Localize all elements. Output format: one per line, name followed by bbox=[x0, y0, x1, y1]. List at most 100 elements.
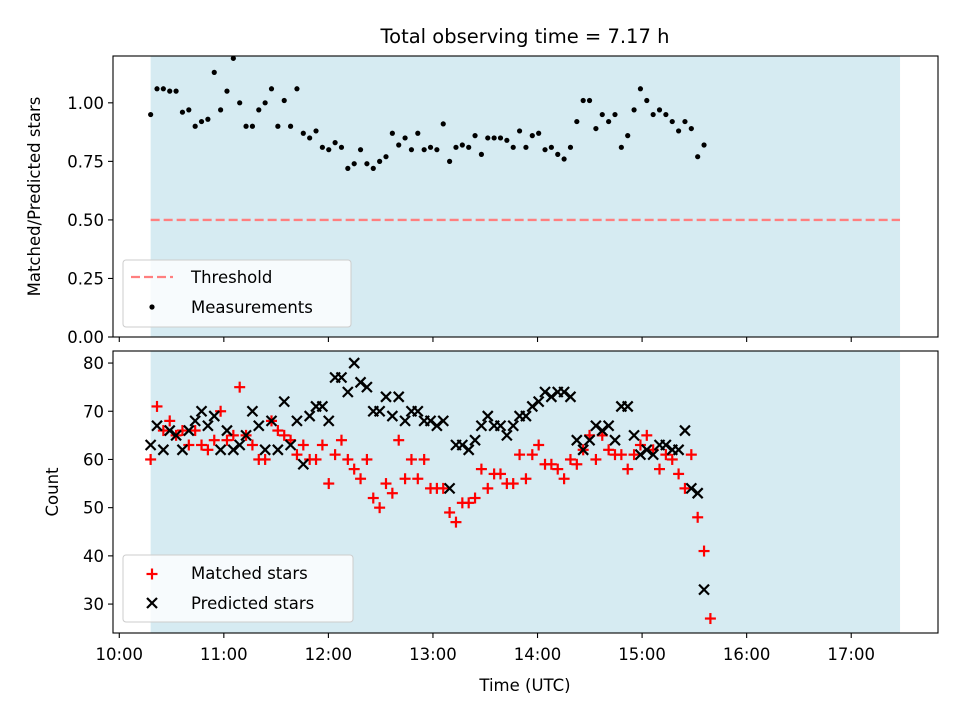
predicted-star-point bbox=[284, 439, 297, 451]
measurement-point bbox=[294, 86, 300, 92]
predicted-star-point bbox=[373, 405, 386, 418]
measurement-point bbox=[669, 118, 675, 125]
matched-star-point bbox=[183, 439, 195, 451]
measurement-point bbox=[567, 144, 574, 150]
predicted-star-point bbox=[507, 419, 519, 432]
matched-star-point bbox=[698, 545, 710, 557]
matched-star-point bbox=[660, 449, 672, 461]
predicted-star-point bbox=[322, 415, 335, 427]
matched-star-point bbox=[679, 482, 691, 494]
matched-star-point bbox=[272, 425, 284, 437]
predicted-star-point bbox=[520, 410, 532, 422]
measurement-point bbox=[434, 147, 440, 153]
measurement-point bbox=[338, 144, 345, 150]
legend-matched-swatch bbox=[146, 568, 158, 580]
predicted-star-point bbox=[303, 410, 316, 422]
measurement-point bbox=[618, 144, 624, 150]
measurement-point bbox=[478, 151, 485, 157]
measurement-point bbox=[656, 107, 663, 113]
predicted-star-point bbox=[342, 386, 354, 398]
ratio-legend: Threshold Measurements bbox=[122, 259, 352, 328]
predicted-star-point bbox=[691, 487, 704, 499]
predicted-star-point bbox=[412, 405, 424, 418]
measurement-point bbox=[287, 123, 294, 129]
predicted-star-point bbox=[335, 371, 348, 384]
measurement-point bbox=[408, 147, 415, 153]
matched-star-point bbox=[145, 453, 157, 465]
predicted-star-point bbox=[501, 429, 513, 442]
measurement-point bbox=[364, 161, 370, 167]
matched-star-point bbox=[405, 453, 417, 465]
measurement-point bbox=[650, 111, 656, 118]
predicted-star-point bbox=[361, 381, 373, 393]
measurement-point bbox=[160, 86, 166, 92]
matched-star-point bbox=[641, 429, 653, 441]
ratio-panel-frame bbox=[112, 55, 939, 338]
measurement-point bbox=[555, 151, 561, 157]
matched-star-point bbox=[297, 439, 309, 451]
legend-label: Measurements bbox=[191, 298, 313, 317]
matched-star-point bbox=[386, 487, 398, 499]
matched-star-point bbox=[450, 516, 462, 528]
count-panel: 30 40 50 60 70 80 10:00 11:00 12:00 13:00 14:00 15… bbox=[43, 350, 939, 695]
predicted-star-point bbox=[392, 391, 405, 403]
predicted-star-point bbox=[564, 391, 577, 403]
y-tick-label: 0.00 bbox=[67, 328, 104, 347]
matched-star-point bbox=[666, 453, 678, 465]
measurement-point bbox=[402, 135, 408, 141]
measurement-point bbox=[516, 128, 523, 134]
measurement-point bbox=[504, 137, 510, 143]
measurement-point bbox=[682, 118, 688, 125]
count-y-axis-label: Count bbox=[43, 467, 62, 517]
matched-star-point bbox=[526, 449, 538, 461]
predicted-star-point bbox=[246, 405, 259, 418]
matched-star-point bbox=[157, 425, 169, 437]
matched-star-point bbox=[628, 449, 640, 461]
matched-star-point bbox=[685, 449, 697, 461]
predicted-star-point bbox=[170, 429, 182, 442]
y-tick-label: 50 bbox=[83, 499, 104, 518]
y-tick-label: 0.75 bbox=[67, 152, 104, 171]
predicted-star-point bbox=[144, 439, 157, 451]
matched-star-point bbox=[673, 468, 685, 480]
matched-star-point bbox=[418, 453, 430, 465]
predicted-star-point bbox=[571, 434, 583, 446]
predicted-star-point bbox=[621, 400, 634, 413]
matched-star-point bbox=[202, 444, 214, 456]
ratio-y-axis-label: Matched/Predicted stars bbox=[25, 97, 44, 297]
predicted-star-point bbox=[221, 424, 233, 437]
measurement-point bbox=[472, 133, 478, 139]
count-panel-frame bbox=[112, 350, 939, 634]
matched-star-point bbox=[208, 434, 220, 446]
y-tick-label: 80 bbox=[83, 354, 104, 373]
matched-star-point bbox=[622, 463, 634, 475]
predicted-star-point bbox=[265, 415, 278, 427]
predicted-star-point bbox=[386, 410, 399, 422]
x-axis-label: Time (UTC) bbox=[478, 676, 570, 695]
matched-star-point bbox=[558, 473, 570, 485]
measurement-point bbox=[574, 118, 580, 125]
measurement-point bbox=[357, 147, 364, 153]
measurement-point bbox=[179, 109, 186, 115]
matched-star-point bbox=[227, 429, 239, 441]
matched-star-point bbox=[571, 458, 583, 470]
ratio-x-axis bbox=[118, 337, 852, 342]
matched-star-point bbox=[393, 434, 405, 446]
measurement-point bbox=[427, 144, 434, 150]
measurement-point bbox=[440, 121, 446, 127]
measurement-point bbox=[663, 111, 669, 118]
matched-star-point bbox=[246, 439, 258, 451]
predicted-star-point bbox=[481, 410, 494, 422]
measurement-point bbox=[281, 97, 287, 104]
predicted-star-point bbox=[462, 444, 475, 456]
predicted-star-point bbox=[583, 434, 596, 446]
measurement-point bbox=[497, 135, 504, 141]
measurement-point bbox=[593, 125, 599, 132]
measurement-point bbox=[612, 111, 618, 118]
measurement-point bbox=[148, 111, 154, 118]
matched-star-point bbox=[654, 463, 666, 475]
ratio-y-axis: 0.00 0.25 0.50 0.75 1.00 bbox=[67, 94, 113, 347]
predicted-star-point bbox=[532, 395, 545, 408]
legend-label: Threshold bbox=[190, 268, 272, 287]
matched-star-point bbox=[348, 463, 360, 475]
